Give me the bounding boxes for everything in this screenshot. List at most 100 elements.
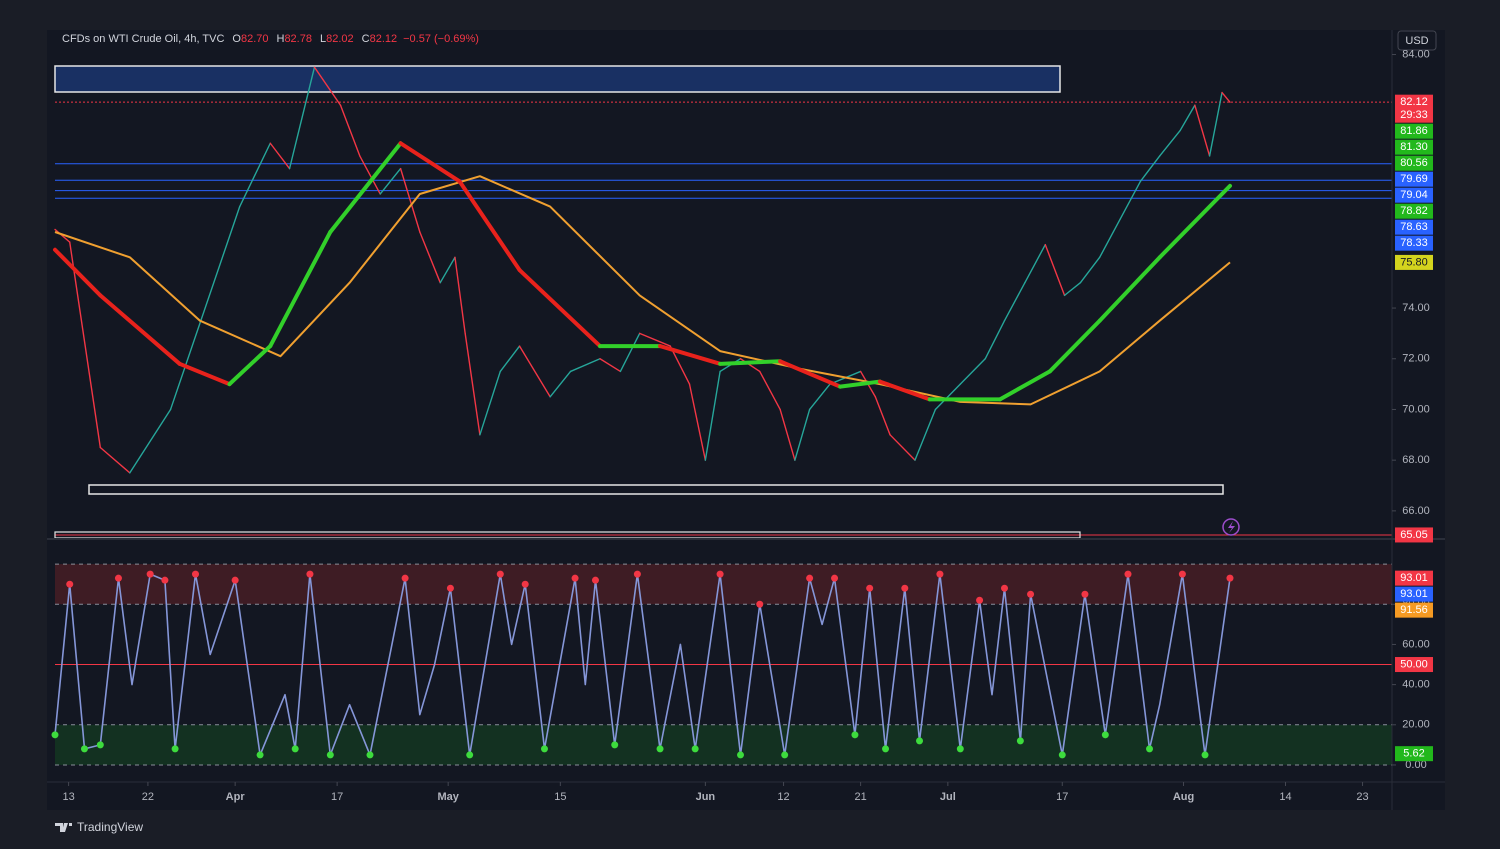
series-segment xyxy=(517,268,602,349)
series-segment xyxy=(794,408,811,461)
signal-dot xyxy=(571,574,579,582)
signal-dot xyxy=(1016,737,1024,745)
series-segment xyxy=(934,383,962,411)
series-segment xyxy=(1097,255,1162,323)
series-segment xyxy=(1208,91,1223,157)
signal-dot xyxy=(611,741,619,749)
signal-dot xyxy=(1058,751,1066,759)
series-segment xyxy=(1003,281,1026,322)
ohlc-key: L xyxy=(320,33,326,45)
series-segment xyxy=(549,370,572,398)
price-marker xyxy=(1395,219,1433,235)
price-marker-label: 5.62 xyxy=(1403,748,1424,760)
price-marker-label: 80.56 xyxy=(1400,157,1428,169)
series-segment xyxy=(518,345,551,398)
series-segment xyxy=(288,66,316,170)
series-layer xyxy=(51,66,1234,759)
series-segment xyxy=(704,370,721,461)
series-segment xyxy=(1063,281,1082,297)
price-marker-label: 82.12 xyxy=(1400,96,1428,108)
signal-dot xyxy=(51,731,59,739)
series-segment xyxy=(1194,104,1211,157)
series-segment xyxy=(914,408,937,461)
x-tick-label: Apr xyxy=(226,791,246,803)
series-segment xyxy=(457,179,522,273)
ohlc-value: 82.12 xyxy=(370,33,398,45)
signal-dot xyxy=(326,751,334,759)
series-segment xyxy=(499,345,521,373)
y-tick-label: 84.00 xyxy=(1402,48,1430,60)
series-segment xyxy=(177,361,232,387)
x-tick-label: 21 xyxy=(854,791,866,803)
series-segment xyxy=(1179,104,1196,132)
signal-dot xyxy=(80,745,88,753)
signal-dot xyxy=(781,751,789,759)
series-segment xyxy=(328,141,403,234)
signal-dot xyxy=(656,745,664,753)
brand-name: TradingView xyxy=(77,820,143,834)
series-segment xyxy=(53,247,103,298)
signal-dot xyxy=(446,584,454,592)
price-marker-label: 75.80 xyxy=(1400,256,1428,268)
signal-dot xyxy=(851,731,859,739)
currency-button[interactable] xyxy=(1397,30,1437,51)
series-segment xyxy=(658,344,723,366)
price-marker xyxy=(1395,203,1433,219)
signal-dot xyxy=(806,574,814,582)
x-tick-label: 17 xyxy=(331,791,343,803)
series-segment xyxy=(1221,91,1231,103)
price-marker xyxy=(1395,123,1433,139)
price-marker xyxy=(1395,586,1433,602)
axis-layer: 66.00 68.00 70.00 72.00 74.00 84.00 82.1229:33… xyxy=(62,48,1433,803)
series-segment xyxy=(599,358,622,373)
series-segment xyxy=(877,379,932,402)
price-marker-label: 50.00 xyxy=(1400,658,1428,670)
alert-icon[interactable] xyxy=(1222,518,1240,536)
signal-dot xyxy=(901,584,909,592)
series-segment xyxy=(129,408,172,474)
signal-dot xyxy=(466,751,474,759)
x-tick-label: 15 xyxy=(554,791,566,803)
y-tick-label: 20.00 xyxy=(1402,719,1430,731)
series-segment xyxy=(1139,155,1161,182)
price-marker xyxy=(1395,746,1433,762)
series-segment xyxy=(238,142,271,208)
signal-dot xyxy=(540,745,548,753)
series-segment xyxy=(997,369,1052,402)
price-marker xyxy=(1395,171,1433,187)
price-marker-label: 81.30 xyxy=(1400,141,1428,153)
series-segment xyxy=(454,256,466,335)
price-marker-label: 79.69 xyxy=(1400,173,1428,185)
series-segment xyxy=(688,383,707,461)
price-marker-label: 79.04 xyxy=(1400,189,1428,201)
signal-dot xyxy=(1000,584,1008,592)
signal-dot xyxy=(306,570,314,578)
signal-dot xyxy=(114,574,122,582)
y-tick-label: 60.00 xyxy=(1402,638,1430,650)
series-segment xyxy=(984,320,1006,360)
series-segment xyxy=(268,229,333,349)
series-segment xyxy=(1079,256,1101,284)
series-segment xyxy=(399,167,421,233)
x-tick-label: Aug xyxy=(1173,791,1194,803)
y-tick-label: 68.00 xyxy=(1402,454,1430,466)
signal-dot xyxy=(1081,590,1089,598)
series-segment xyxy=(479,370,501,436)
ohlc-key: H xyxy=(276,33,284,45)
ohlc-key: C xyxy=(362,33,370,45)
signal-dot xyxy=(1027,590,1035,598)
price-marker-label: 91.56 xyxy=(1400,604,1428,616)
price-marker-label: 65.05 xyxy=(1400,529,1428,541)
price-marker-label: 78.63 xyxy=(1400,221,1428,233)
signal-dot xyxy=(521,580,529,588)
series-line xyxy=(54,175,1231,406)
signal-dot xyxy=(1101,731,1109,739)
price-change: −0.57 (−0.69%) xyxy=(403,33,479,45)
series-segment xyxy=(669,345,691,385)
signal-dot xyxy=(496,570,504,578)
currency-label: USD xyxy=(1405,35,1428,47)
signal-dot xyxy=(256,751,264,759)
y-tick-label: 66.00 xyxy=(1402,505,1430,517)
price-marker-label: 78.82 xyxy=(1400,205,1428,217)
